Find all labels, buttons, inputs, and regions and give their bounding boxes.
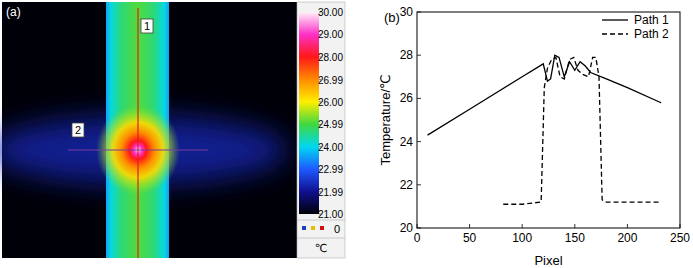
y-tick-label: 24 <box>400 135 414 149</box>
x-tick-label: 200 <box>617 231 637 245</box>
marker-swatch <box>320 226 324 230</box>
x-tick-label: 0 <box>414 231 421 245</box>
marker-swatch <box>311 226 315 230</box>
path-2-line <box>68 149 208 150</box>
colorbar-tick-label: 21.00 <box>318 209 343 220</box>
y-tick <box>417 141 421 142</box>
y-tick <box>417 55 421 56</box>
x-axis-label: Pixel <box>534 253 562 268</box>
y-axis-label: Temperature/℃ <box>378 74 393 165</box>
colorbar-tick-label: 29.00 <box>318 29 343 40</box>
colorbar-tick-label: 22.99 <box>318 164 343 175</box>
plot-lines <box>428 55 662 204</box>
x-tick <box>469 224 470 228</box>
legend-label: Path 2 <box>634 27 669 41</box>
annotation-box <box>72 123 84 137</box>
series-line <box>503 57 659 204</box>
y-tick-label: 28 <box>400 48 414 62</box>
separator <box>297 220 345 221</box>
x-tick <box>627 224 628 228</box>
separator <box>297 238 345 239</box>
colorbar-tick-label: 26.99 <box>318 75 343 86</box>
x-tick <box>574 224 575 228</box>
colorbar-tick-label: 21.99 <box>318 187 343 198</box>
annotation: 2 <box>75 124 81 136</box>
panel-title: (b) <box>384 10 400 25</box>
x-tick <box>522 224 523 228</box>
legend-label: Path 1 <box>634 13 669 27</box>
figure: 1 2 (a) 30.00 29.00 28.00 26.99 26.00 24.99 24.00… <box>0 0 693 268</box>
colorbar-unit: ℃ <box>315 242 327 254</box>
path-1-line <box>137 8 138 258</box>
y-tick-label: 22 <box>400 178 414 192</box>
panel-a: 1 2 (a) 30.00 29.00 28.00 26.99 26.00 24.99 24.00… <box>0 2 345 258</box>
colorbar <box>299 12 319 214</box>
legend-swatch <box>602 19 628 20</box>
marker-swatch <box>302 226 306 230</box>
panel-title: (a) <box>6 5 21 19</box>
annotation: 1 <box>144 20 150 32</box>
x-tick-label: 50 <box>463 231 477 245</box>
marker-label: 0 <box>334 223 340 235</box>
plot-frame <box>417 12 680 228</box>
colorbar-tick-label: 28.00 <box>318 52 343 63</box>
y-tick-label: 30 <box>400 5 414 19</box>
panel-b: (b) 0 50 100 150 200 250 20 22 24 26 28 30 Pixel Tempe… <box>378 5 690 268</box>
legend-swatch <box>602 33 628 34</box>
colorbar-tick-label: 26.00 <box>318 97 343 108</box>
y-tick <box>417 98 421 99</box>
y-tick-label: 26 <box>400 91 414 105</box>
colorbar-tick-label: 24.99 <box>318 119 343 130</box>
colorbar-tick-label: 24.00 <box>318 142 343 153</box>
colorbar-tick-label: 30.00 <box>318 7 343 18</box>
annotation-box <box>141 19 153 33</box>
x-tick-label: 250 <box>670 231 690 245</box>
x-tick-label: 100 <box>512 231 532 245</box>
colorbar-panel <box>297 2 345 258</box>
y-tick-label: 20 <box>400 221 414 235</box>
y-tick <box>417 184 421 185</box>
x-tick-label: 150 <box>565 231 585 245</box>
